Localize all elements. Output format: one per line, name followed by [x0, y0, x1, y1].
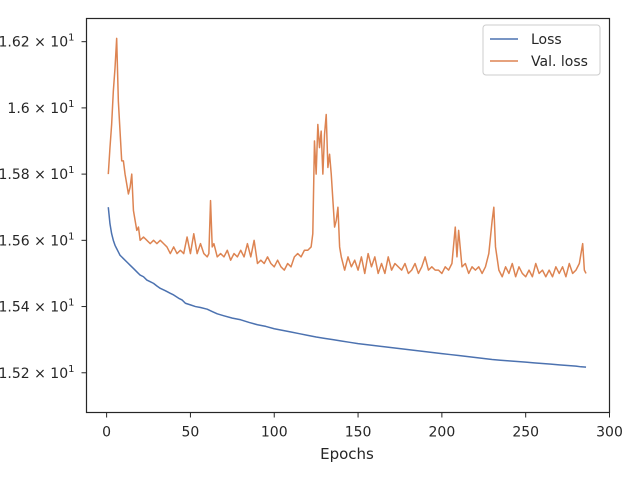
plot-lines [107, 37, 587, 368]
x-axis-title: Epochs [320, 445, 374, 463]
x-axis: 0 50 100 150 200 250 300 [102, 412, 623, 441]
legend-label: Loss [531, 32, 562, 48]
legend-label: Val. loss [531, 54, 588, 70]
y-axis: 1.52 × 101 1.54 × 101 1.56 × 101 1.58 × 101… [0, 33, 87, 382]
x-tick-label: 200 [429, 425, 456, 441]
y-tick-label: 1.54 × 101 [0, 298, 75, 316]
y-tick-label: 1.52 × 101 [0, 364, 75, 382]
y-tick-label: 1.6 × 101 [7, 99, 74, 117]
x-tick-label: 100 [261, 425, 288, 441]
y-tick-label: 1.56 × 101 [0, 231, 75, 249]
x-tick-label: 300 [596, 425, 623, 441]
x-tick-label: 50 [182, 425, 200, 441]
y-tick-label: 1.58 × 101 [0, 165, 75, 183]
legend-box [482, 24, 601, 76]
x-tick-label: 250 [512, 425, 539, 441]
plot-frame [85, 17, 611, 414]
legend: Loss Val. loss [482, 24, 601, 76]
x-tick-label: 0 [102, 425, 111, 441]
y-tick-label: 1.62 × 101 [0, 33, 75, 51]
x-tick-label: 150 [345, 425, 372, 441]
series-line-loss [107, 207, 587, 368]
series-line-val-loss [107, 37, 587, 278]
